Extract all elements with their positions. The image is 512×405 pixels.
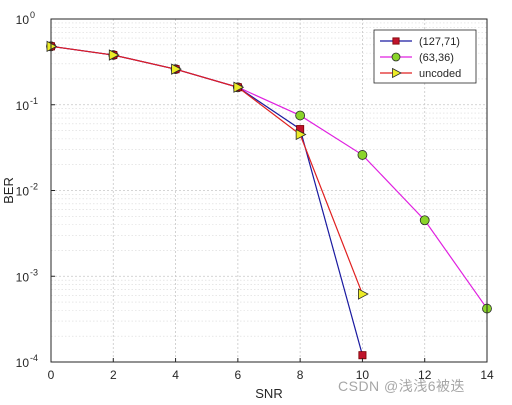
x-tick-label: 2 — [110, 368, 117, 382]
x-tick-label: 14 — [480, 368, 494, 382]
y-tick-exponent: 0 — [30, 10, 35, 20]
marker-circle — [357, 150, 368, 160]
series-uncoded — [50, 45, 363, 295]
marker-triangle — [108, 49, 120, 61]
series-63-36 — [50, 45, 488, 309]
x-axis-ticks: 0 2 4 6 8 10 12 14 — [48, 358, 494, 382]
minor-grid — [51, 22, 487, 337]
series-line — [50, 45, 363, 295]
y-axis-label: BER — [1, 177, 16, 204]
series-line — [50, 45, 488, 309]
y-tick-label: 10 — [16, 99, 30, 113]
x-tick-label: 12 — [418, 368, 432, 382]
marker-circle — [391, 52, 401, 62]
y-tick-exponent: -4 — [30, 353, 38, 363]
legend-label: (63,36) — [419, 52, 454, 64]
legend-item: uncoded — [380, 67, 461, 80]
y-tick-label: 10 — [16, 270, 30, 284]
series-line — [50, 45, 364, 356]
marker-triangle — [392, 67, 402, 79]
watermark: CSDN @浅浅6被迭 — [338, 378, 466, 394]
x-tick-label: 0 — [48, 368, 55, 382]
series-layer — [46, 40, 492, 360]
x-tick-label: 6 — [235, 368, 242, 382]
legend-label: uncoded — [419, 68, 461, 80]
y-tick-exponent: -2 — [30, 182, 38, 192]
series-markers — [46, 40, 369, 300]
series-markers — [47, 42, 367, 360]
marker-square — [358, 351, 367, 360]
series-127-71 — [50, 45, 364, 356]
y-tick-exponent: -1 — [30, 96, 38, 106]
marker-triangle — [171, 63, 182, 75]
legend-item: (127,71) — [380, 36, 460, 48]
x-tick-label: 4 — [172, 368, 179, 382]
marker-triangle — [46, 40, 58, 52]
marker-circle — [295, 110, 306, 121]
marker-triangle — [358, 288, 369, 300]
y-tick-label: 10 — [16, 185, 30, 199]
legend-label: (127,71) — [419, 36, 460, 48]
x-axis-label: SNR — [255, 386, 282, 401]
legend: (127,71) (63,36) uncoded — [373, 29, 477, 84]
x-tick-label: 10 — [356, 368, 370, 382]
marker-triangle — [233, 81, 245, 93]
marker-triangle — [295, 128, 307, 141]
y-tick-label: 10 — [16, 13, 30, 27]
legend-item: (63,36) — [380, 52, 454, 64]
y-tick-exponent: -3 — [30, 267, 38, 277]
marker-square — [392, 37, 400, 45]
y-tick-label: 10 — [16, 356, 30, 370]
marker-circle — [419, 215, 430, 226]
x-tick-label: 8 — [297, 368, 304, 382]
